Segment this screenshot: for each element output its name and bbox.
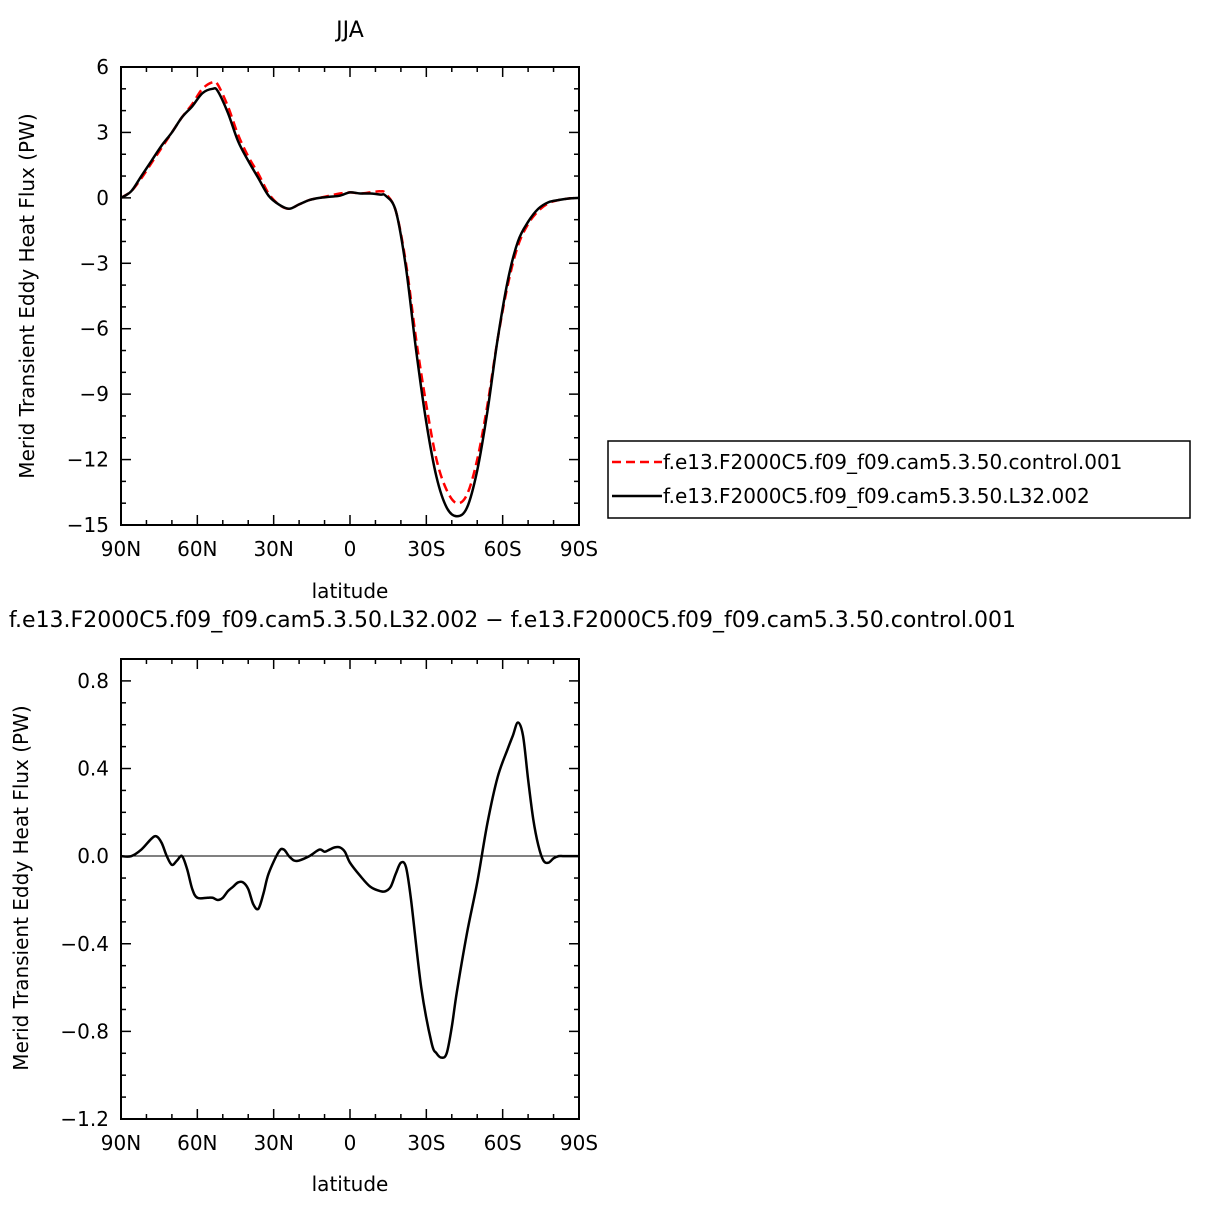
y-tick-label: 0 xyxy=(96,186,109,210)
y-tick-label: −6 xyxy=(80,317,109,341)
top-panel: JJA 90N 60N 30N 0 30S 60S 90S 6 3 0 −3 −6 −9 −12 −15 l… xyxy=(15,18,598,603)
x-tick-label: 60S xyxy=(484,537,522,561)
x-tick-label: 60N xyxy=(177,1131,217,1155)
bottom-panel: f.e13.F2000C5.f09_f09.cam5.3.50.L32.002 … xyxy=(9,608,1016,1196)
x-tick-label: 30N xyxy=(253,537,293,561)
x-tick-label: 30S xyxy=(407,537,445,561)
top-panel-frame xyxy=(120,66,580,526)
bottom-panel-y-axis-label: Merid Transient Eddy Heat Flux (PW) xyxy=(9,705,33,1070)
legend-entry-control: f.e13.F2000C5.f09_f09.cam5.3.50.control.… xyxy=(663,450,1122,474)
x-tick-label: 30S xyxy=(407,1131,445,1155)
y-tick-label: 6 xyxy=(96,55,109,79)
top-series-line-0 xyxy=(121,80,579,505)
y-tick-label: −3 xyxy=(80,251,109,275)
x-tick-label: 90N xyxy=(101,537,141,561)
bottom-panel-title: f.e13.F2000C5.f09_f09.cam5.3.50.L32.002 … xyxy=(9,608,1016,633)
x-tick-label: 60N xyxy=(177,537,217,561)
top-panel-x-axis-label: latitude xyxy=(312,579,389,603)
x-tick-label: 90S xyxy=(560,537,598,561)
y-tick-label: −0.8 xyxy=(60,1019,109,1043)
y-tick-label: −0.4 xyxy=(60,932,109,956)
legend: f.e13.F2000C5.f09_f09.cam5.3.50.control.… xyxy=(607,440,1191,519)
x-tick-label: 30N xyxy=(253,1131,293,1155)
x-tick-label: 0 xyxy=(344,537,357,561)
y-tick-label: 0.0 xyxy=(77,844,109,868)
bottom-panel-tick-labels: 90N 60N 30N 0 30S 60S 90S 0.8 0.4 0.0 −0.4 −0.8 −1.2 xyxy=(60,669,598,1155)
x-tick-label: 90N xyxy=(101,1131,141,1155)
top-panel-ticks xyxy=(120,66,580,526)
bottom-series-line-0 xyxy=(121,721,579,1059)
top-panel-tick-labels: 90N 60N 30N 0 30S 60S 90S 6 3 0 −3 −6 −9 −12 −15 xyxy=(67,55,598,561)
bottom-panel-frame xyxy=(120,658,580,1120)
legend-entry-l32: f.e13.F2000C5.f09_f09.cam5.3.50.L32.002 xyxy=(663,484,1090,508)
bottom-panel-x-axis-label: latitude xyxy=(312,1172,389,1196)
x-tick-label: 0 xyxy=(344,1131,357,1155)
top-panel-title: JJA xyxy=(334,18,364,43)
y-tick-label: 0.4 xyxy=(77,757,109,781)
y-tick-label: −9 xyxy=(80,382,109,406)
y-tick-label: −15 xyxy=(67,513,109,537)
bottom-panel-series xyxy=(121,721,579,1059)
x-tick-label: 90S xyxy=(560,1131,598,1155)
y-tick-label: −12 xyxy=(67,448,109,472)
y-tick-label: 0.8 xyxy=(77,669,109,693)
x-tick-label: 60S xyxy=(484,1131,522,1155)
bottom-panel-ticks xyxy=(120,658,580,1120)
top-panel-y-axis-label: Merid Transient Eddy Heat Flux (PW) xyxy=(15,113,39,478)
top-series-line-1 xyxy=(121,87,579,518)
y-tick-label: 3 xyxy=(96,120,109,144)
y-tick-label: −1.2 xyxy=(60,1107,109,1131)
top-panel-series xyxy=(121,80,579,518)
legend-box xyxy=(607,440,1191,519)
